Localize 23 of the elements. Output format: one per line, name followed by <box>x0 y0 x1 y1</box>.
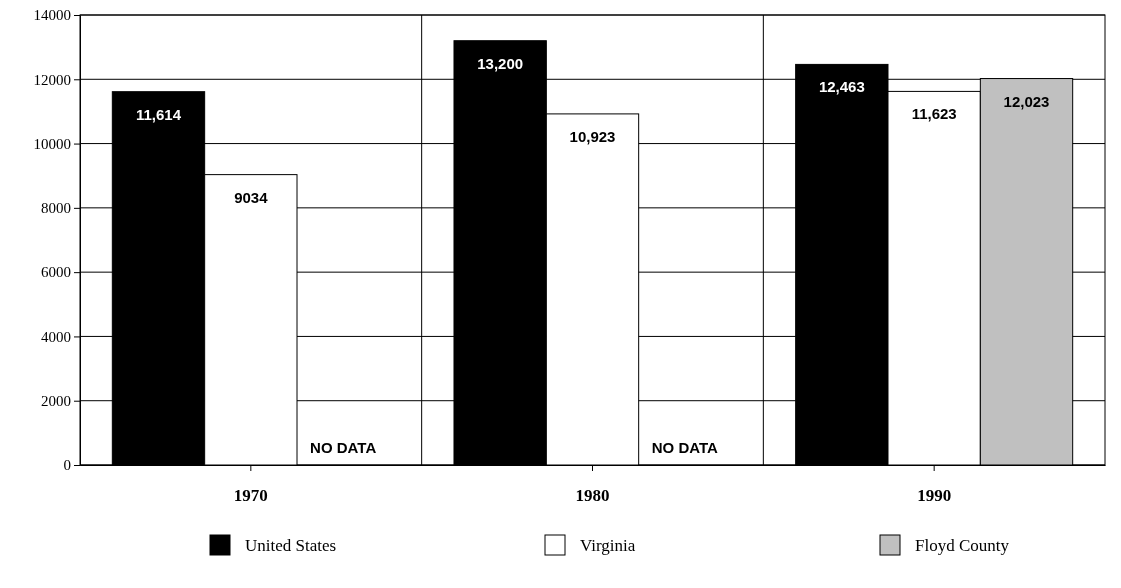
text: NO DATA <box>310 439 377 456</box>
data-label: 12,023 <box>1003 92 1050 110</box>
y-tick-label: 14000 <box>33 7 71 24</box>
x-tick-label: 1990 <box>917 486 952 506</box>
legend-label: Floyd County <box>915 536 1010 555</box>
data-label: 9034 <box>234 188 269 206</box>
data-label: 11,614 <box>135 105 182 123</box>
data-label: 10,923 <box>569 127 616 145</box>
y-tick-label: 4000 <box>41 328 71 345</box>
data-label: 13,200 <box>477 54 524 72</box>
y-tick-label: 2000 <box>41 393 71 410</box>
legend-label: Virginia <box>580 536 636 555</box>
legend-label: United States <box>245 536 337 555</box>
x-tick-label: 1980 <box>575 486 610 506</box>
y-tick-label: 10000 <box>33 135 71 152</box>
data-label: 11,623 <box>911 105 957 123</box>
data-label: 12,463 <box>818 78 865 96</box>
text: NO DATA <box>651 439 718 456</box>
y-tick-label: 6000 <box>41 264 71 281</box>
x-tick-label: 1970 <box>233 486 268 506</box>
y-tick-label: 8000 <box>41 200 71 217</box>
y-tick-label: 12000 <box>33 71 71 88</box>
y-tick-label: 0 <box>63 457 71 474</box>
